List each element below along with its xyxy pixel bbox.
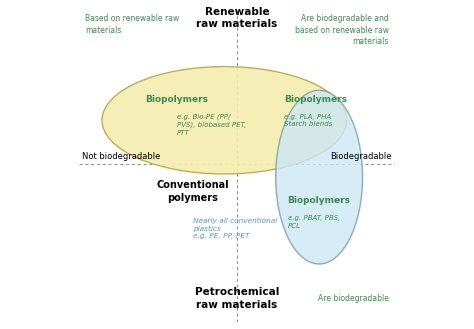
Text: e.g. PLA, PHA
Starch blends: e.g. PLA, PHA Starch blends — [284, 114, 333, 127]
Text: Petrochemical
raw materials: Petrochemical raw materials — [195, 288, 279, 310]
Text: e.g. Bio-PE (PP/
PVS), biobased PET,
PTT: e.g. Bio-PE (PP/ PVS), biobased PET, PTT — [177, 114, 246, 136]
Text: Not biodegradable: Not biodegradable — [82, 152, 161, 161]
Text: Biopolymers: Biopolymers — [288, 196, 351, 205]
Ellipse shape — [102, 66, 347, 174]
Text: Based on renewable raw
materials: Based on renewable raw materials — [85, 14, 180, 35]
Text: Nearly all conventional
plastics
e.g. PE, PP, PET: Nearly all conventional plastics e.g. PE… — [193, 218, 277, 240]
Text: Biodegradable: Biodegradable — [330, 152, 392, 161]
Text: Are biodegradable: Are biodegradable — [318, 294, 389, 303]
Text: Conventional
polymers: Conventional polymers — [156, 180, 229, 203]
Text: Are biodegradable and
based on renewable raw
materials: Are biodegradable and based on renewable… — [295, 14, 389, 46]
Text: Biopolymers: Biopolymers — [146, 95, 209, 104]
Ellipse shape — [276, 90, 363, 264]
Text: e.g. PBAT, PBS,
PCL: e.g. PBAT, PBS, PCL — [288, 215, 340, 229]
Text: Biopolymers: Biopolymers — [284, 95, 347, 104]
Text: Renewable
raw materials: Renewable raw materials — [196, 7, 278, 29]
